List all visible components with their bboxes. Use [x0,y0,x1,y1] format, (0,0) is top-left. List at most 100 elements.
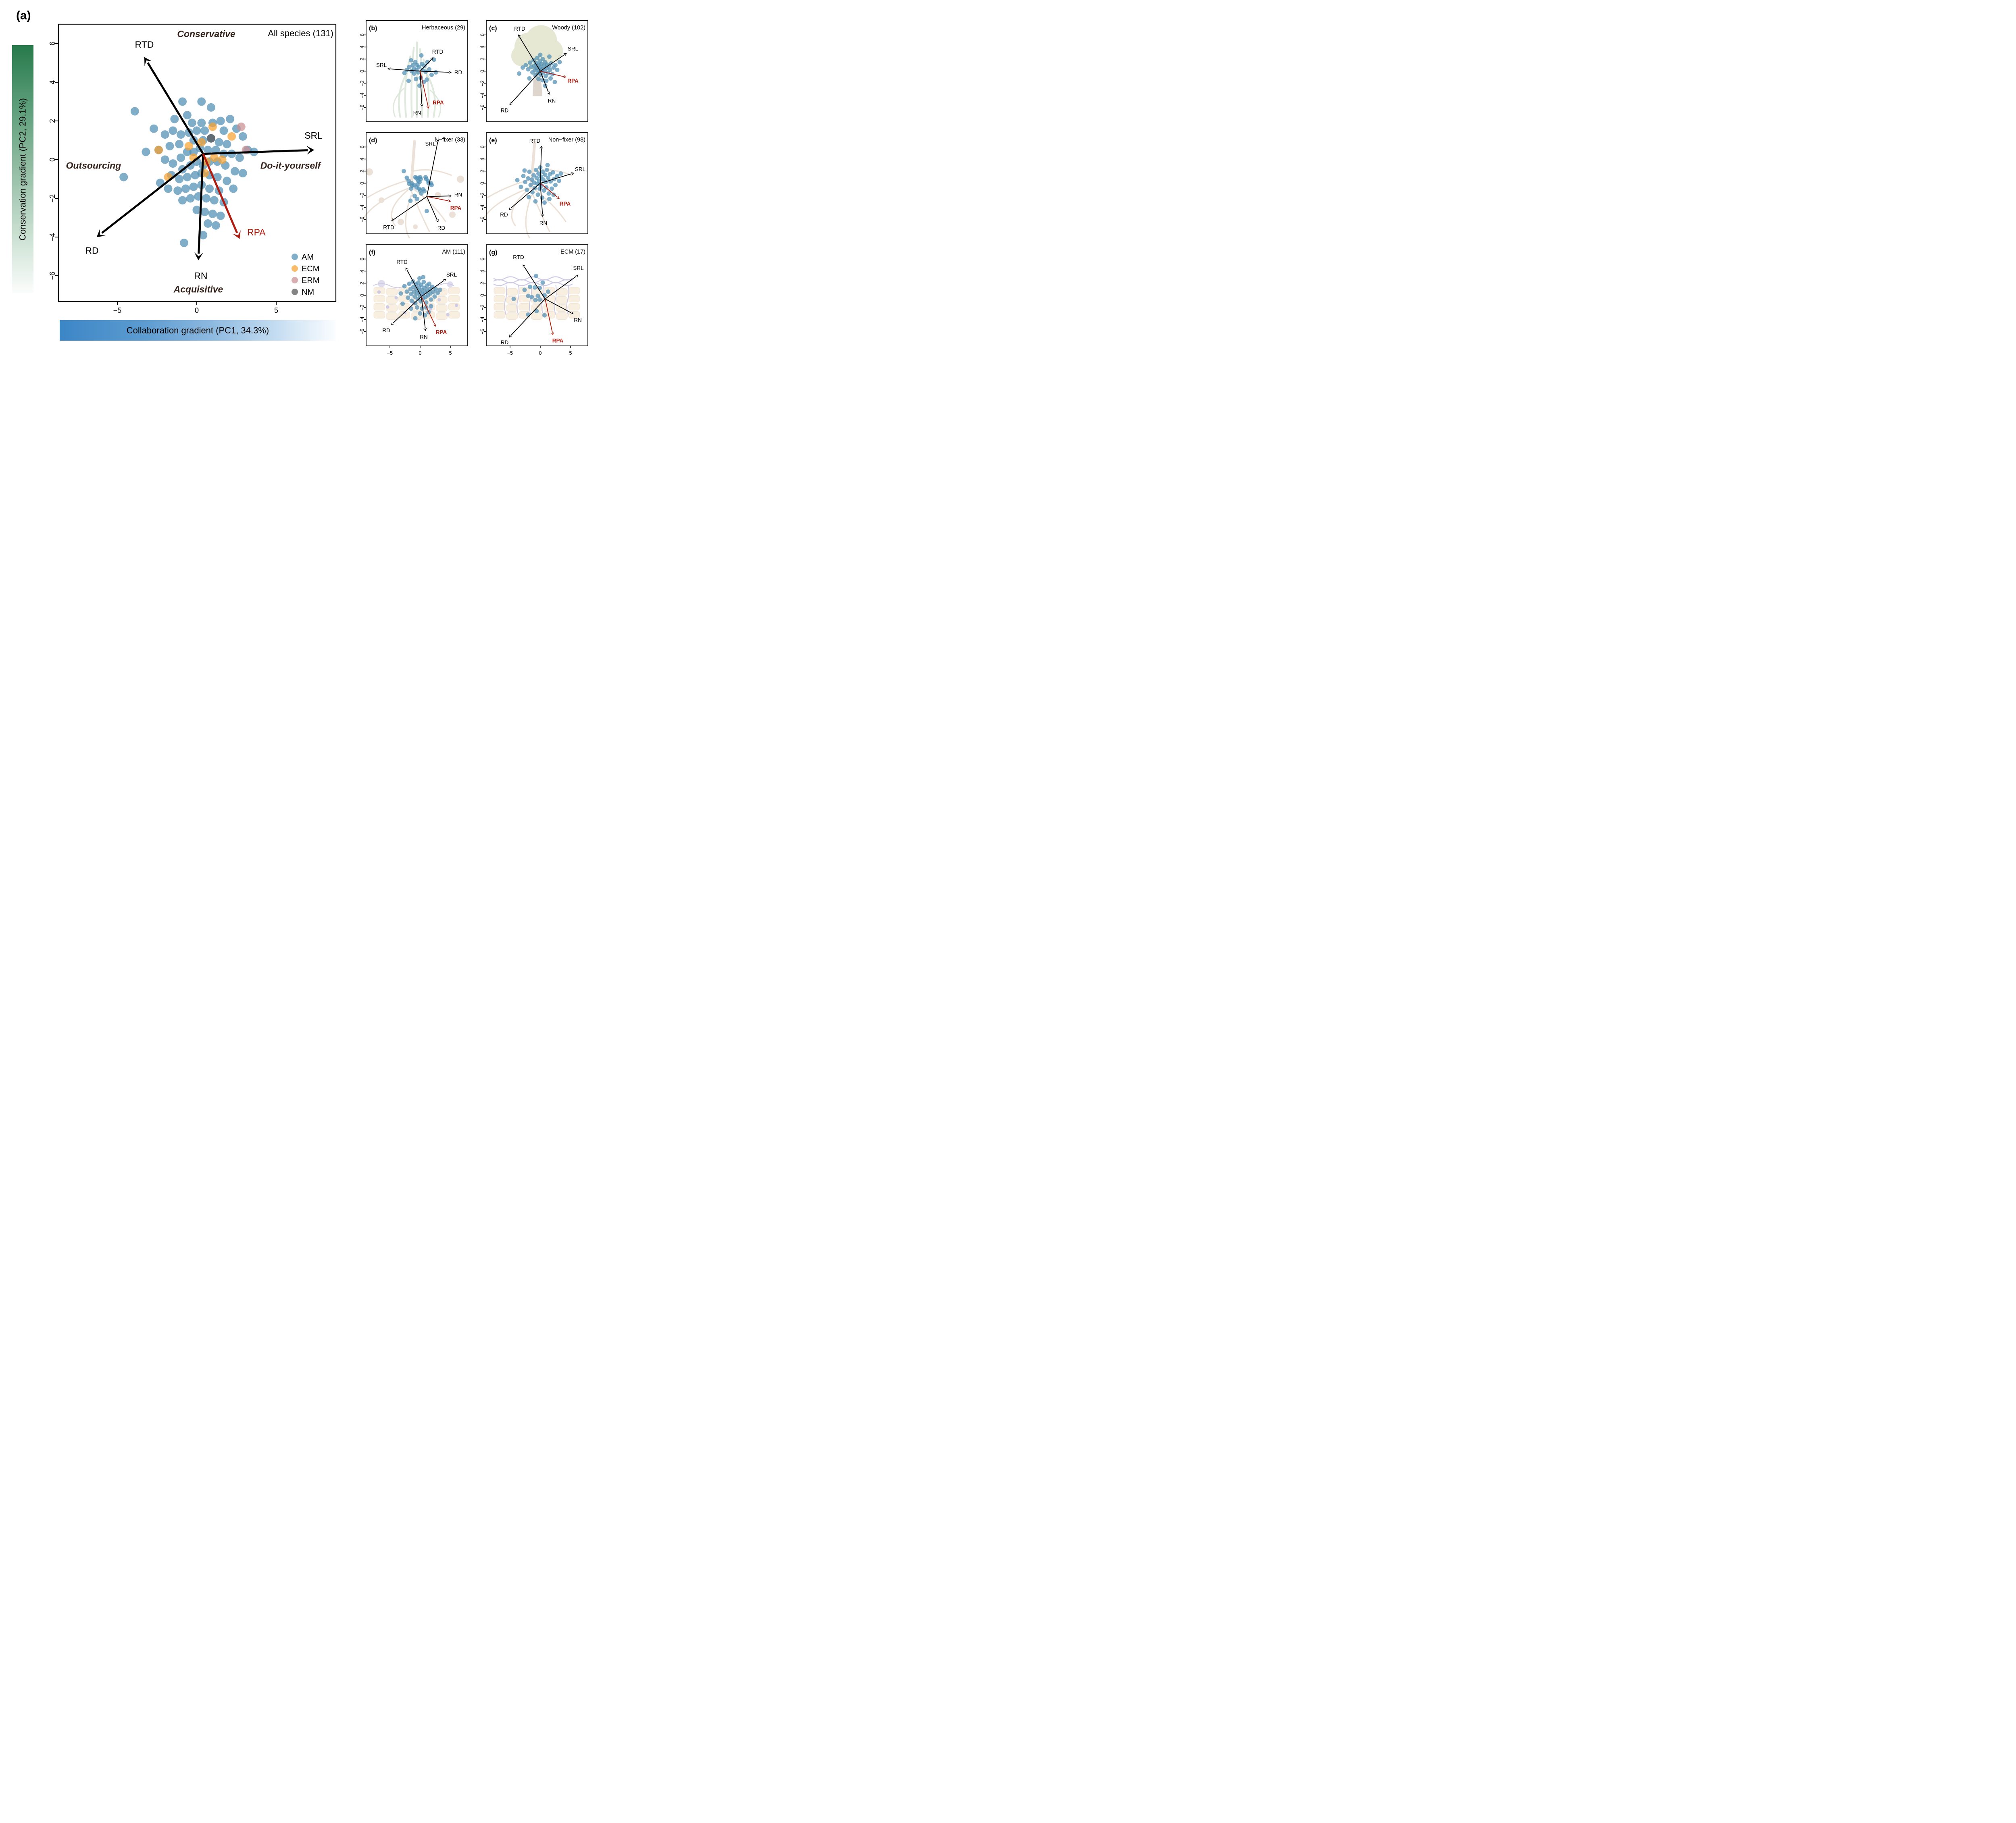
data-point-AM [419,283,424,287]
x-tick-label: −5 [113,306,122,314]
legend-label-AM: AM [302,253,314,262]
data-point-AM [422,189,427,194]
arrow-RPA [427,196,449,202]
data-point-AM [545,163,550,167]
data-point-AM [429,304,433,308]
figure-canvas: Conservation gradient (PC2, 29.1%) Colla… [0,0,595,364]
data-point-AM [528,285,532,289]
arrow-RD-head [509,101,513,105]
y-tick-label: −4 [359,92,365,98]
arrow-RN-head [546,91,550,95]
arrow-RD-head [96,229,106,237]
panel-title-c: Woody (102) [552,25,585,31]
data-point-AM [535,192,540,197]
data-point-ECM [184,142,193,150]
arrow-RPA-head [550,331,554,335]
data-point-AM [527,76,532,81]
data-point-AM [410,63,415,67]
trait-label-RPA: RPA [433,100,444,106]
watermark-roots-nodules [362,140,464,239]
data-point-AM [409,298,414,303]
watermark-roots [482,140,572,239]
quadrant-label-outsourcing: Outsourcing [66,160,121,171]
trait-label-RPA: RPA [247,227,266,237]
x-tick-label: 5 [449,350,452,356]
arrow-RD [420,71,449,73]
data-point-ECM [210,153,219,162]
data-point-AM [538,52,543,57]
data-point-AM [557,179,561,183]
data-point-AM [213,173,222,181]
data-point-AM [553,183,558,187]
arrow-RTD-head [539,146,544,149]
data-point-AM [206,103,215,112]
data-point-ECM [208,122,217,131]
data-point-AM [175,140,184,149]
data-point-AM [529,295,534,300]
data-point-AM [429,73,434,77]
data-point-AM [535,293,540,298]
trait-label-RTD: RTD [513,254,524,260]
arrow-RTD-head [523,264,526,268]
arrow-RPA [420,71,429,106]
y-tick-label: −6 [359,104,365,110]
pca-biplot-figure: RTD SRL RD RN RPA Conservative Acquisitive Outs… [16,9,588,356]
arrow-RTD [519,36,541,71]
data-point-AM [536,171,541,176]
data-point-AM [204,219,212,228]
legend-label-ECM: ECM [302,264,319,273]
arrow-RD [511,71,541,104]
trait-label-RTD: RTD [514,26,525,32]
y-tick-label: −6 [48,272,56,280]
data-point-AM [534,274,538,278]
data-point-AM [422,63,427,68]
data-point-AM [226,114,235,123]
data-point-AM [202,194,211,203]
data-point-AM [552,80,557,84]
y-tick-label: −2 [359,304,365,310]
trait-label-RN: RN [454,192,462,198]
y-tick-label: 6 [479,258,485,260]
data-point-ECM [227,132,236,141]
data-point-AM [419,191,424,196]
y-tick-label: −4 [479,204,485,210]
arrow-SRL [390,69,421,72]
y-tick-label: 2 [479,58,485,60]
data-point-AM [519,185,523,189]
panel-title-d: N−fixer (33) [435,137,465,143]
data-point-AM [400,302,405,306]
trait-label-RN: RN [413,110,421,116]
arrow-RTD [393,196,427,220]
trait-label-RTD: RTD [529,138,541,144]
data-point-AM [173,186,182,195]
data-point-AM [164,184,173,193]
y-tick-label: −4 [359,204,365,210]
y-tick-label: 6 [359,33,365,36]
data-point-AM [160,130,169,139]
arrow-RTD-head [405,267,409,271]
arrow-RPA [540,183,558,198]
data-point-AM [169,159,177,168]
data-point-AM [523,63,528,67]
arrow-SRL-head [563,53,567,56]
arrow-RN [540,183,543,214]
data-point-AM [177,130,185,139]
data-point-AM [211,221,220,230]
data-point-AM [425,60,430,65]
data-point-AM [402,284,407,289]
arrow-RTD [420,59,432,72]
data-point-AM [404,289,409,294]
data-point-AM [542,200,547,205]
data-point-AM [511,297,516,301]
data-point-AM [191,171,200,179]
panel-tag-a: (a) [16,9,31,22]
data-point-AM [546,175,550,180]
data-point-AM [427,281,431,286]
data-point-AM [192,126,201,135]
data-point-AM [178,97,187,106]
data-point-AM [555,68,560,72]
y-tick-label: 4 [359,270,365,273]
data-point-AM [435,291,440,295]
data-point-AM [192,206,201,214]
data-point-ECM [197,138,206,147]
